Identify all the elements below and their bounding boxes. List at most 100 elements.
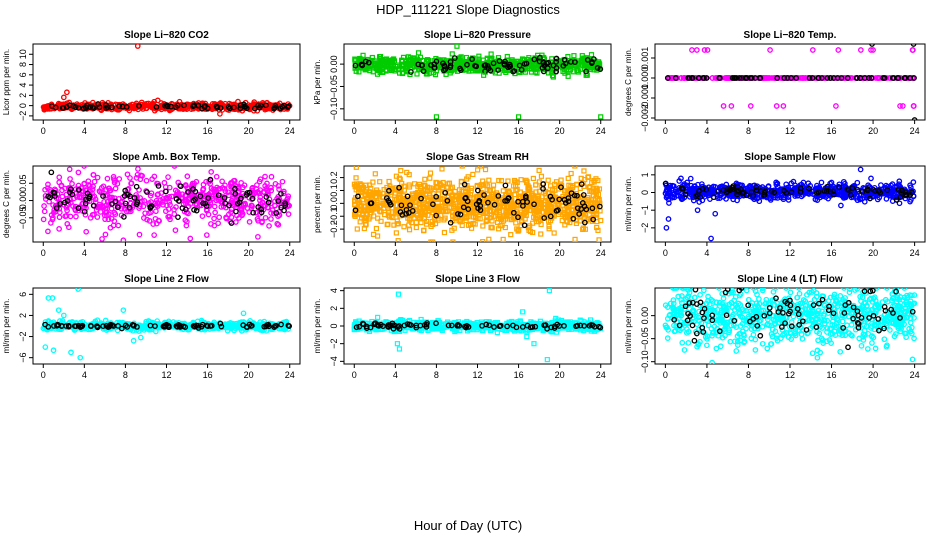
- data-point: [111, 179, 118, 186]
- data-point: [838, 202, 844, 209]
- data-point: [370, 231, 377, 238]
- data-point: [389, 67, 395, 74]
- black-data-point: [547, 213, 554, 220]
- data-point: [380, 200, 386, 206]
- outlier-point: [663, 225, 670, 231]
- black-data-point: [590, 216, 597, 223]
- y-tick-label: 0.000: [640, 67, 650, 90]
- data-point: [900, 103, 906, 109]
- data-point: [403, 66, 409, 72]
- x-tick-label: 12: [161, 126, 171, 136]
- black-data-point: [827, 188, 834, 195]
- black-data-point: [578, 206, 585, 212]
- black-data-point: [662, 180, 669, 187]
- black-data-point: [53, 205, 60, 211]
- black-data-point: [464, 61, 470, 68]
- x-tick-label: 4: [393, 248, 398, 258]
- data-point: [45, 181, 51, 188]
- data-point: [488, 224, 495, 230]
- black-data-point: [122, 200, 129, 207]
- data-point: [366, 182, 373, 188]
- data-point: [254, 216, 261, 222]
- black-data-point: [541, 62, 547, 69]
- black-data-point: [244, 190, 251, 196]
- y-tick-label: −0.10: [329, 97, 339, 120]
- black-data-point: [568, 190, 575, 197]
- black-data-point: [884, 187, 891, 193]
- data-point: [428, 187, 434, 193]
- data-point: [413, 219, 419, 226]
- data-point: [392, 190, 398, 196]
- data-point: [559, 217, 565, 224]
- black-data-point: [271, 104, 278, 111]
- black-data-point: [457, 211, 464, 218]
- data-point: [257, 176, 264, 183]
- black-data-point: [911, 75, 917, 81]
- data-point: [532, 69, 538, 75]
- chart-panel: Slope Li−820 Temp.degrees C per min.0 4 8 1…: [624, 30, 926, 136]
- black-data-point: [192, 196, 198, 203]
- black-data-point: [836, 184, 843, 191]
- data-point: [536, 195, 542, 201]
- black-data-point: [827, 75, 834, 81]
- data-point: [417, 201, 423, 207]
- black-data-point: [153, 104, 160, 110]
- data-point: [513, 187, 519, 194]
- data-point: [579, 53, 585, 59]
- black-data-point: [824, 75, 831, 81]
- data-point: [249, 203, 255, 209]
- data-point: [500, 203, 506, 209]
- data-point: [493, 209, 500, 216]
- y-axis-label: ml/min per min.: [2, 299, 11, 354]
- black-data-point: [830, 188, 837, 195]
- x-tick-label: 12: [161, 370, 171, 380]
- data-point: [213, 173, 220, 180]
- data-point: [475, 167, 481, 173]
- black-data-point: [574, 192, 580, 199]
- black-data-point: [570, 215, 577, 222]
- data-point: [104, 175, 111, 182]
- y-tick-label: −2: [18, 331, 28, 341]
- data-point: [594, 62, 601, 68]
- data-point: [587, 188, 593, 195]
- black-data-point: [867, 195, 873, 202]
- data-point: [545, 190, 551, 196]
- x-tick-label: 24: [285, 126, 295, 136]
- data-point: [187, 235, 194, 242]
- outlier-point: [708, 235, 714, 242]
- black-data-point: [806, 185, 812, 192]
- data-point: [146, 218, 153, 224]
- black-data-point: [481, 62, 488, 69]
- data-point: [104, 212, 110, 219]
- data-point: [887, 75, 894, 81]
- data-point: [546, 223, 552, 229]
- black-data-point: [866, 75, 872, 81]
- black-data-point: [562, 200, 569, 206]
- data-point: [255, 190, 262, 196]
- data-point: [94, 174, 101, 181]
- data-point: [371, 213, 377, 219]
- data-point: [391, 222, 397, 228]
- data-point: [769, 75, 775, 81]
- data-point: [592, 212, 598, 218]
- data-point: [550, 74, 556, 80]
- data-point: [523, 177, 529, 183]
- black-data-point: [797, 185, 804, 192]
- data-point: [150, 221, 157, 227]
- black-data-point: [362, 58, 369, 65]
- data-point: [358, 182, 364, 188]
- black-data-point: [540, 185, 546, 192]
- data-point: [352, 65, 358, 71]
- data-point: [165, 195, 172, 202]
- black-data-point: [516, 62, 523, 69]
- data-point: [581, 63, 587, 69]
- black-data-point: [877, 189, 884, 196]
- black-data-point: [48, 169, 55, 176]
- black-data-point: [890, 75, 897, 81]
- black-data-point: [496, 58, 503, 64]
- black-data-point: [694, 192, 701, 198]
- black-data-point: [236, 199, 243, 206]
- data-point: [42, 186, 48, 193]
- y-tick-label: 0.05: [18, 175, 28, 193]
- y-tick-label: 2: [18, 93, 28, 98]
